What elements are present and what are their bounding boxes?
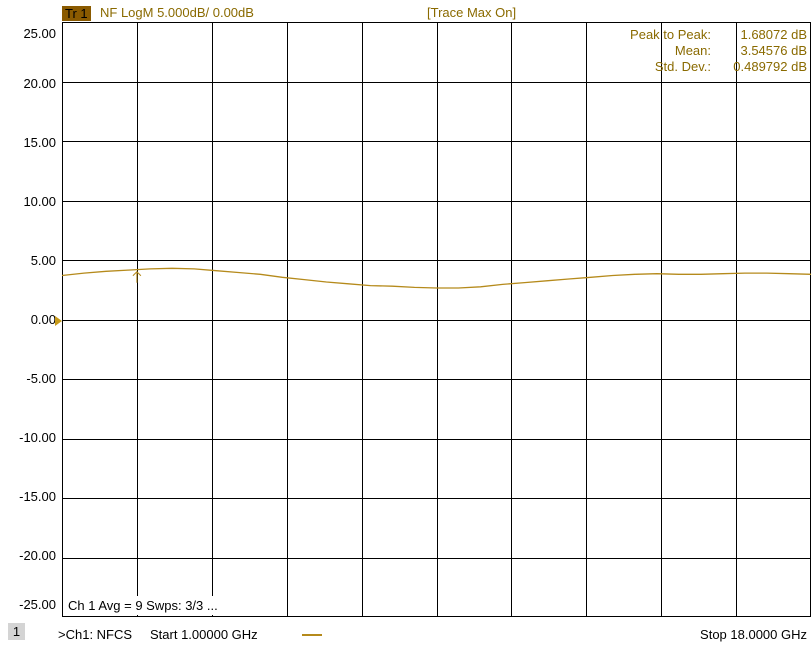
y-tick-label: -5.00 — [26, 371, 56, 386]
trace-marker-arrow — [132, 271, 142, 283]
y-tick-label: 5.00 — [30, 253, 56, 268]
peak-to-peak-label: Peak to Peak: — [630, 27, 711, 42]
y-tick-label: -20.00 — [19, 548, 56, 563]
y-tick-label: -25.00 — [19, 597, 56, 612]
channel-measurement[interactable]: >Ch1: NFCS — [58, 627, 133, 642]
channel-badge[interactable]: 1 — [8, 623, 25, 640]
mean-value: 3.54576 dB — [740, 43, 807, 58]
trace-header: Tr 1 NF LogM 5.000dB/ 0.00dB [Trace Max … — [0, 0, 811, 22]
trace-line — [61, 267, 811, 289]
trace-legend-line — [302, 634, 322, 636]
y-tick-label: -10.00 — [19, 430, 56, 445]
reference-level-marker[interactable] — [55, 316, 62, 326]
y-tick-label: 0.00 — [30, 312, 56, 327]
std-dev-value: 0.489792 dB — [733, 59, 807, 74]
y-tick-label: -15.00 — [19, 489, 56, 504]
trace-max-status: [Trace Max On] — [427, 5, 517, 20]
plot-border — [62, 22, 811, 617]
mean-label: Mean: — [674, 43, 711, 58]
std-dev-label: Std. Dev.: — [654, 59, 711, 74]
start-frequency[interactable]: Start 1.00000 GHz — [150, 627, 258, 642]
averaging-status: Ch 1 Avg = 9 Swps: 3/3 ... — [64, 596, 222, 615]
peak-to-peak-value: 1.68072 dB — [740, 27, 807, 42]
statistics-values: 1.68072 dB 3.54576 dB 0.489792 dB — [733, 27, 807, 75]
trace-badge[interactable]: Tr 1 — [62, 6, 91, 21]
stop-frequency[interactable]: Stop 18.0000 GHz — [700, 627, 807, 642]
trace-info[interactable]: NF LogM 5.000dB/ 0.00dB — [100, 5, 254, 20]
statistics-labels: Peak to Peak: Mean: Std. Dev.: — [630, 27, 711, 75]
channel-footer: 1 >Ch1: NFCS Start 1.00000 GHz Stop 18.0… — [0, 622, 811, 648]
y-tick-label: 10.00 — [23, 194, 56, 209]
y-tick-label: 25.00 — [23, 26, 56, 41]
y-tick-label: 15.00 — [23, 135, 56, 150]
y-tick-label: 20.00 — [23, 76, 56, 91]
